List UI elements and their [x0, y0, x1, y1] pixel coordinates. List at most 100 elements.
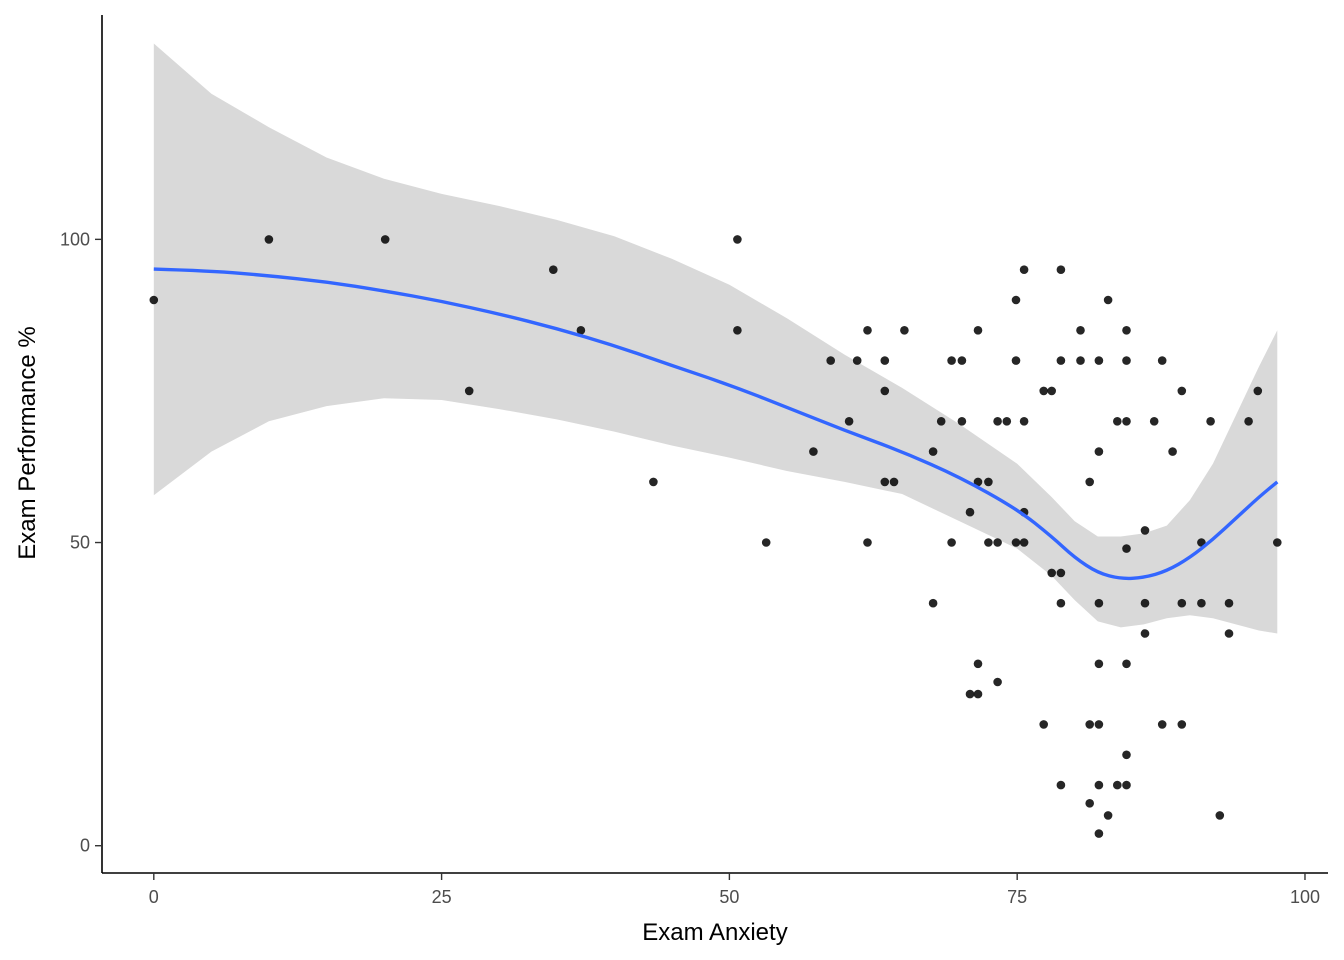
x-axis-title: Exam Anxiety — [642, 919, 787, 946]
y-tick-label: 0 — [80, 836, 90, 856]
x-tick-label: 100 — [1290, 887, 1320, 907]
data-point — [1094, 659, 1104, 669]
axes: 0 25 50 75 100 0 50 100 — [60, 15, 1328, 907]
data-point — [733, 235, 742, 244]
data-point — [1094, 598, 1104, 608]
data-point — [826, 356, 835, 365]
data-point — [863, 538, 872, 547]
x-tick-label: 50 — [719, 887, 739, 907]
data-point — [1140, 526, 1150, 535]
data-point — [1011, 295, 1021, 305]
data-point — [973, 689, 983, 699]
data-point — [733, 326, 742, 335]
data-point — [1122, 659, 1131, 669]
data-point — [1039, 386, 1048, 396]
y-axis-title: Exam Performance % — [14, 326, 41, 559]
data-point — [1140, 598, 1150, 608]
data-point — [965, 689, 975, 699]
data-point — [957, 356, 967, 365]
y-tick-label: 50 — [70, 533, 90, 553]
data-point — [1076, 326, 1085, 335]
data-point — [1122, 326, 1131, 335]
data-point — [928, 598, 938, 608]
data-point — [947, 538, 956, 547]
data-point — [1085, 799, 1094, 808]
smooth-line-layer — [153, 267, 1279, 581]
data-point — [880, 356, 890, 365]
data-point — [880, 477, 890, 487]
data-point — [1076, 356, 1085, 365]
data-point — [264, 235, 274, 244]
y-tick-label: 100 — [60, 229, 90, 249]
data-point — [1149, 417, 1159, 426]
data-point — [1103, 811, 1113, 820]
data-point — [1177, 720, 1187, 729]
data-point — [549, 265, 558, 275]
data-point — [1122, 544, 1131, 553]
data-point — [1122, 750, 1131, 760]
data-point — [761, 538, 771, 547]
x-tick-label: 75 — [1007, 887, 1027, 907]
data-point — [993, 417, 1002, 426]
data-point — [844, 417, 854, 426]
data-point — [1197, 598, 1206, 608]
data-point — [880, 386, 890, 396]
data-point — [1002, 417, 1012, 426]
data-point — [1011, 538, 1021, 547]
data-point — [852, 356, 862, 365]
data-point — [1085, 720, 1094, 729]
data-point — [928, 447, 938, 456]
data-point — [1056, 568, 1066, 578]
data-point — [1244, 417, 1253, 426]
data-point — [1056, 265, 1066, 275]
data-point — [1177, 386, 1187, 396]
data-point — [973, 326, 983, 335]
data-point — [1094, 720, 1104, 729]
data-point — [809, 447, 818, 456]
data-point — [1094, 356, 1104, 365]
data-point — [1113, 417, 1122, 426]
data-point — [464, 386, 474, 396]
data-point — [1113, 780, 1122, 790]
data-point — [1253, 386, 1263, 396]
data-point — [1094, 829, 1104, 838]
data-point — [1273, 538, 1282, 547]
data-point — [957, 417, 967, 426]
data-point — [993, 538, 1002, 547]
data-point — [1056, 356, 1066, 365]
data-point — [863, 326, 872, 335]
data-point — [947, 356, 956, 365]
data-point — [1103, 295, 1113, 305]
data-point — [965, 507, 975, 517]
data-point — [649, 477, 658, 487]
data-point — [1019, 417, 1029, 426]
data-point — [1039, 720, 1048, 729]
data-point — [1094, 447, 1104, 456]
confidence-band — [153, 43, 1278, 634]
data-point — [889, 477, 899, 487]
data-point — [1140, 629, 1150, 638]
data-point — [149, 295, 159, 305]
data-point — [1157, 356, 1167, 365]
data-point — [380, 235, 390, 244]
data-point — [993, 677, 1002, 687]
data-point — [1206, 417, 1215, 426]
data-point — [1122, 356, 1131, 365]
data-point — [1215, 811, 1225, 820]
data-point — [936, 417, 946, 426]
data-point — [984, 538, 993, 547]
confidence-band-layer — [153, 43, 1278, 634]
data-point — [1094, 780, 1104, 790]
data-point — [1224, 598, 1234, 608]
data-point — [984, 477, 993, 487]
data-point — [973, 477, 983, 487]
data-point — [1056, 598, 1066, 608]
data-point — [1122, 417, 1131, 426]
data-point — [1122, 780, 1131, 790]
data-point — [1047, 386, 1056, 396]
x-tick-label: 25 — [432, 887, 452, 907]
data-point — [1011, 356, 1021, 365]
data-point — [1157, 720, 1167, 729]
data-point — [1047, 568, 1056, 578]
